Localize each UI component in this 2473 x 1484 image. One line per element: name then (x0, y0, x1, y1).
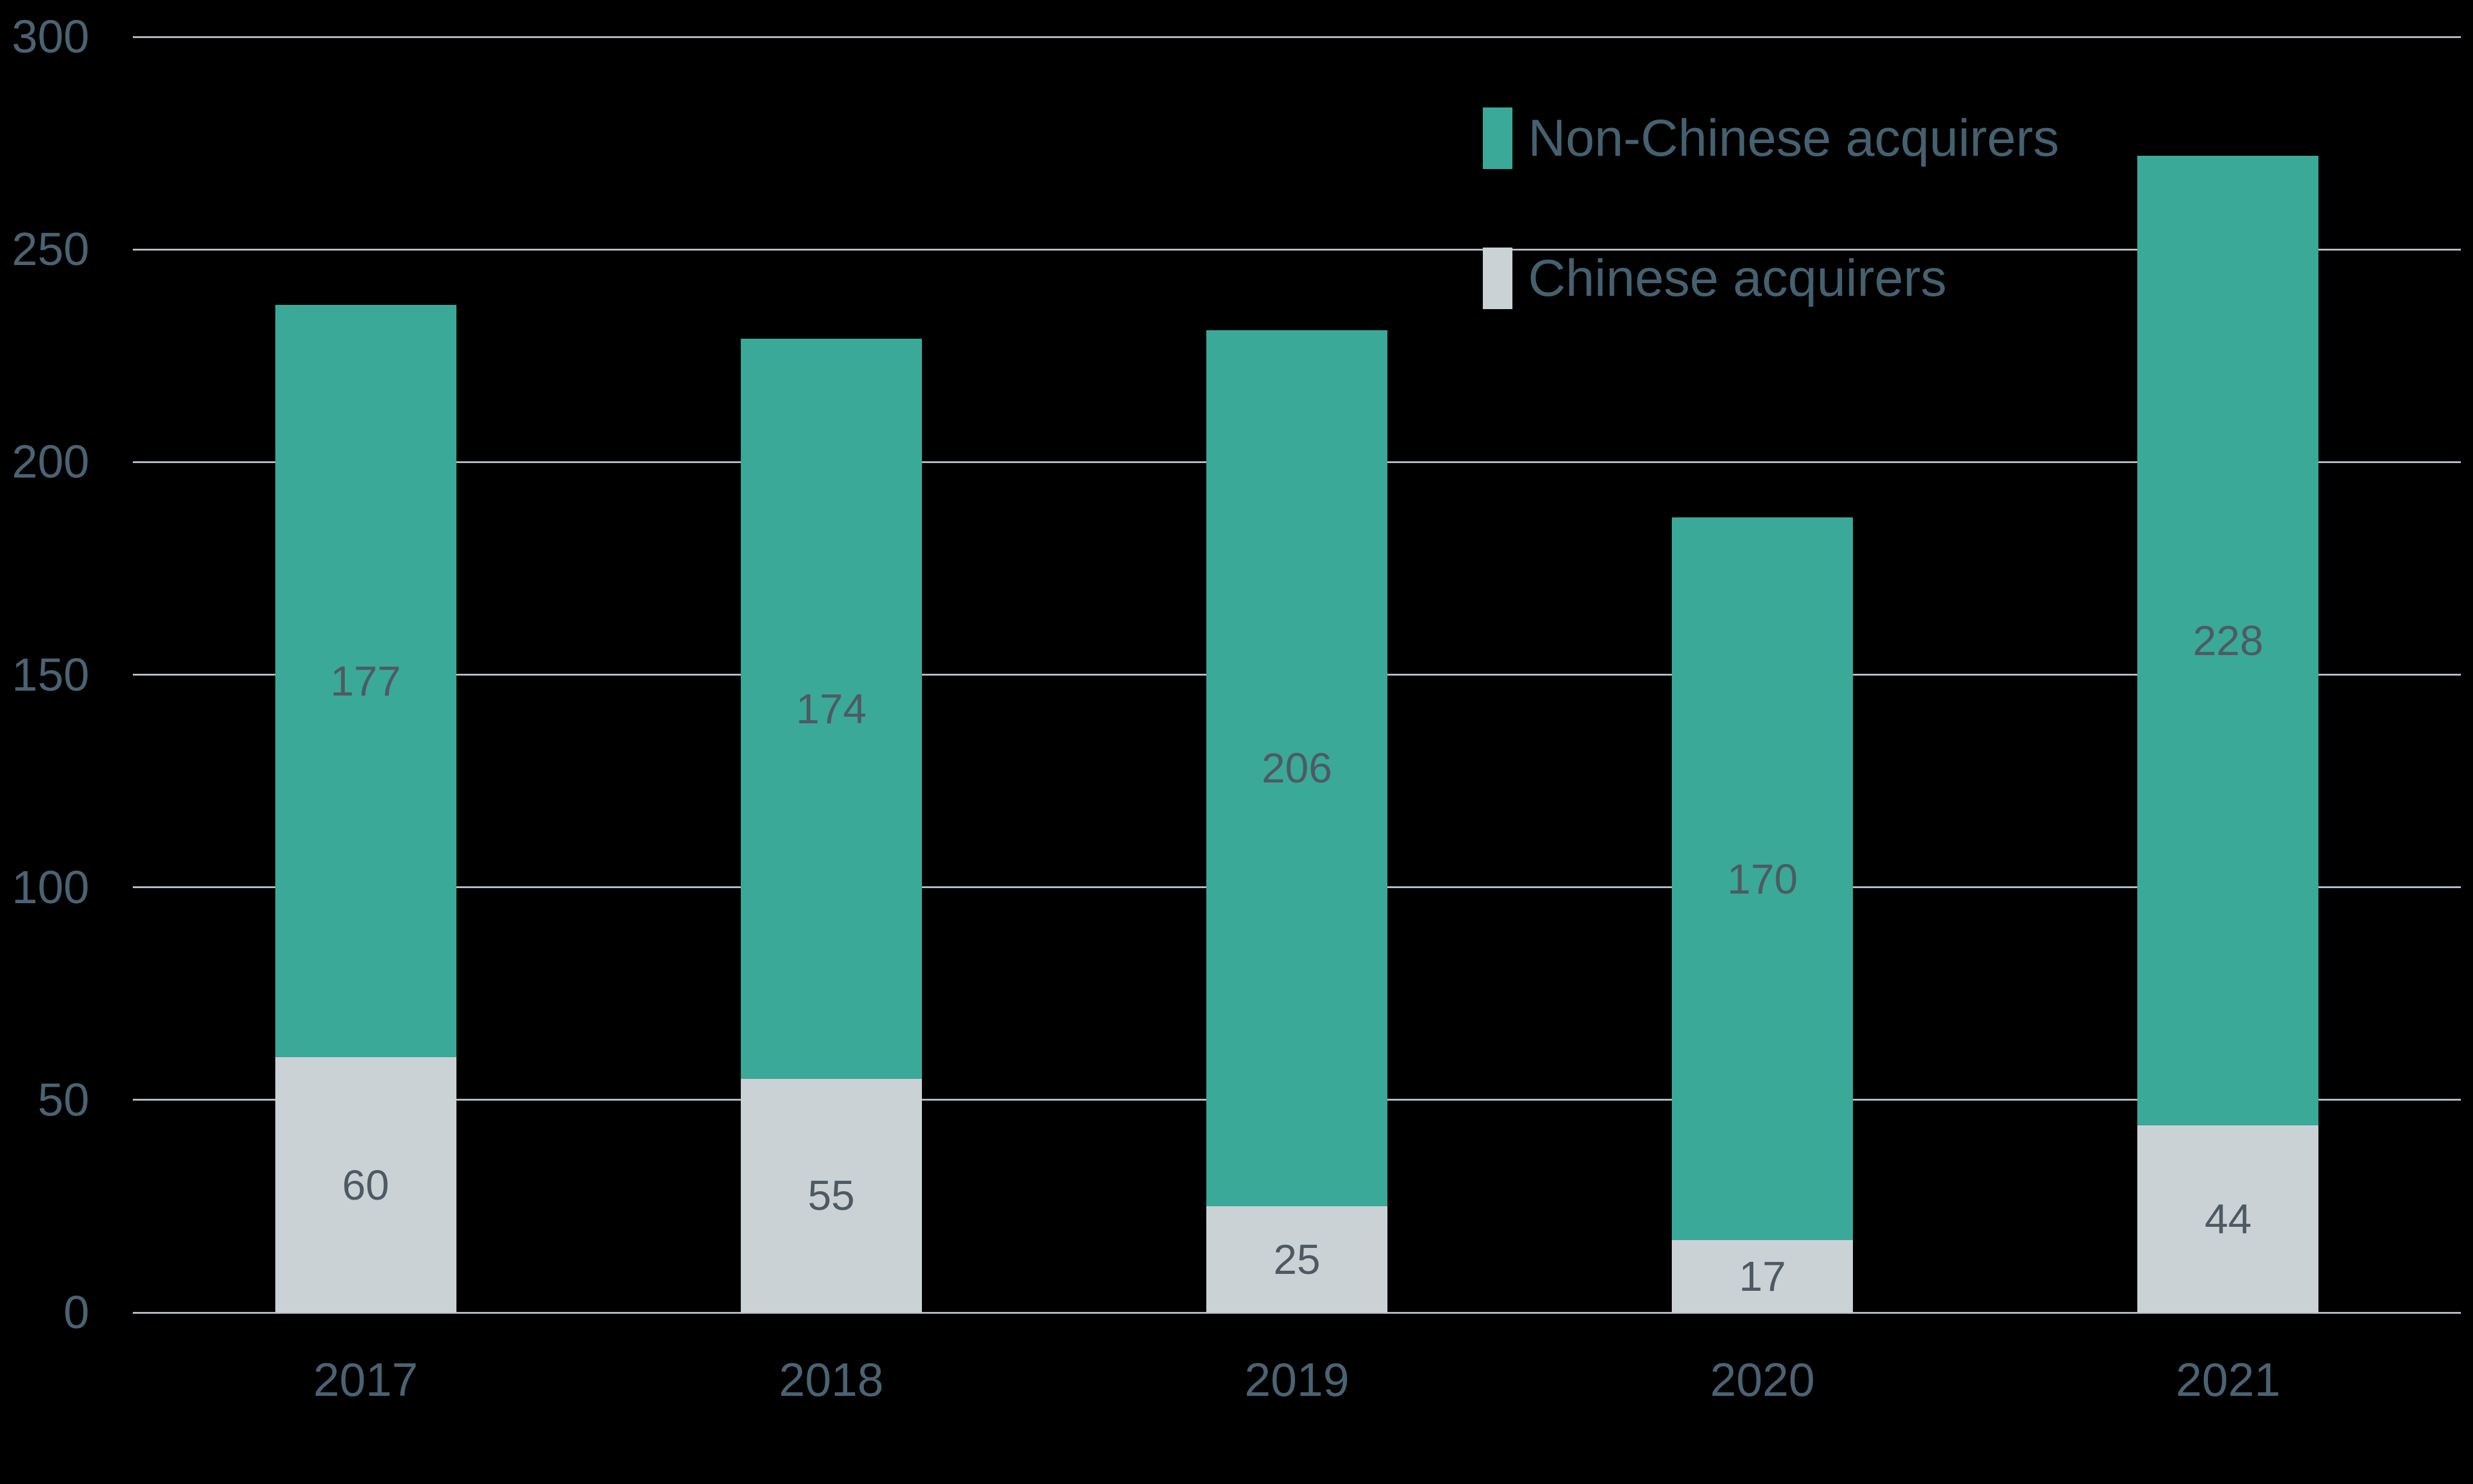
legend-label-chinese-acquirers: Chinese acquirers (1528, 249, 1947, 307)
data-label: 206 (1261, 744, 1332, 792)
legend: Non-Chinese acquirers Chinese acquirers (1483, 107, 2059, 388)
y-tick-label: 250 (11, 223, 89, 276)
legend-label-non-chinese-acquirers: Non-Chinese acquirers (1528, 109, 2059, 167)
data-label: 177 (330, 657, 401, 705)
x-tick-label: 2019 (1244, 1353, 1349, 1406)
data-label: 228 (2192, 617, 2263, 665)
bar-2018-segment-non-chinese-acquirers: 174 (740, 339, 922, 1079)
legend-item-non-chinese-acquirers: Non-Chinese acquirers (1483, 107, 2059, 169)
legend-marker-chinese-acquirers-icon (1483, 248, 1512, 309)
x-tick-label: 2021 (2175, 1353, 2281, 1406)
legend-item-chinese-acquirers: Chinese acquirers (1483, 248, 2059, 309)
bar-2019-segment-chinese-acquirers: 25 (1206, 1206, 1387, 1313)
y-tick-label: 150 (11, 648, 89, 701)
data-label: 55 (807, 1172, 855, 1220)
x-tick-label: 2017 (313, 1353, 418, 1406)
data-label: 174 (796, 685, 867, 732)
x-tick-label: 2018 (779, 1353, 884, 1406)
bar-2020-segment-non-chinese-acquirers: 170 (1672, 517, 1854, 1241)
bar-2021-segment-non-chinese-acquirers: 228 (2137, 156, 2319, 1126)
bar-2021-segment-chinese-acquirers: 44 (2137, 1125, 2319, 1313)
bar-2018-segment-chinese-acquirers: 55 (740, 1078, 922, 1313)
data-label: 170 (1727, 855, 1798, 903)
y-tick-label: 300 (11, 11, 89, 63)
y-tick-label: 100 (11, 861, 89, 913)
bar-2019-segment-non-chinese-acquirers: 206 (1206, 330, 1387, 1206)
bar-2017-segment-non-chinese-acquirers: 177 (275, 304, 456, 1058)
x-tick-label: 2020 (1710, 1353, 1815, 1406)
bar-2020-segment-chinese-acquirers: 17 (1672, 1240, 1854, 1313)
y-tick-label: 50 (37, 1073, 89, 1126)
bar-2017-segment-chinese-acquirers: 60 (275, 1057, 456, 1313)
gridline (133, 1311, 2461, 1314)
data-label: 44 (2204, 1195, 2252, 1243)
data-label: 60 (342, 1161, 389, 1209)
gridline (133, 36, 2461, 38)
data-label: 17 (1739, 1253, 1787, 1300)
data-label: 25 (1273, 1235, 1320, 1283)
y-tick-label: 0 (63, 1287, 89, 1338)
legend-marker-non-chinese-acquirers-icon (1483, 107, 1512, 169)
gridline (133, 248, 2461, 251)
y-tick-label: 200 (11, 436, 89, 488)
